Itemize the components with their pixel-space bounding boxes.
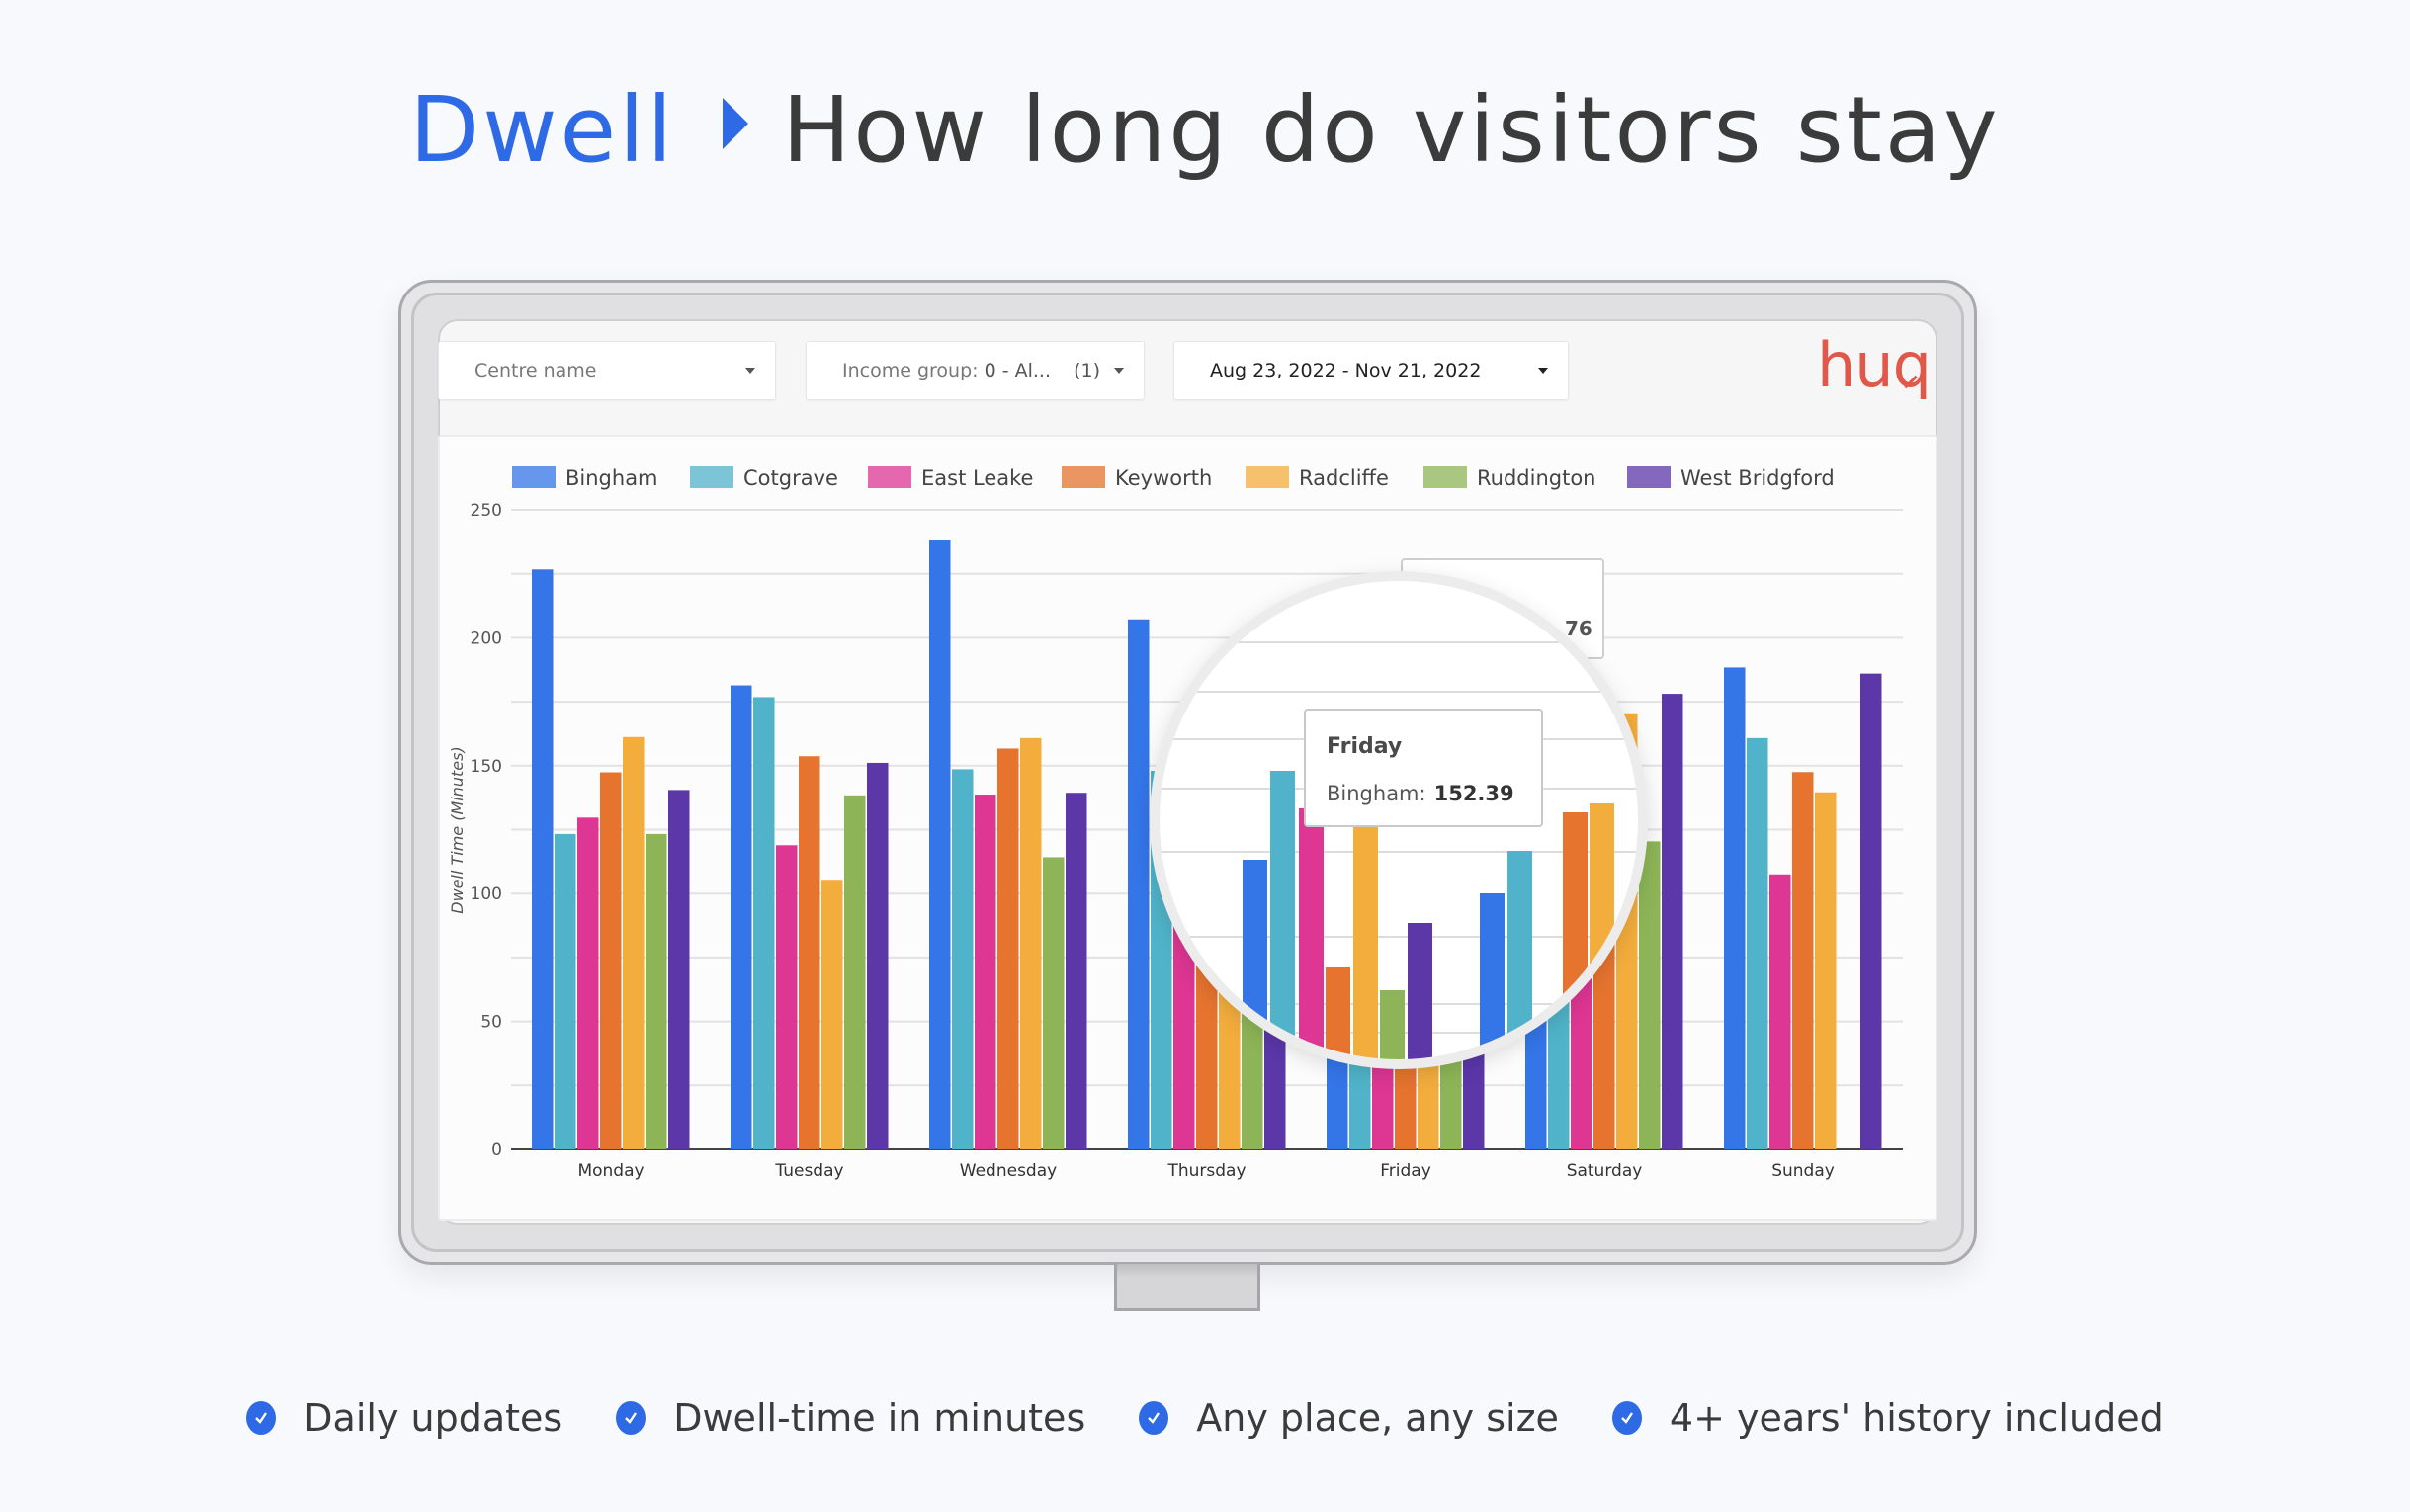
check-circle-icon (616, 1401, 646, 1435)
income-group-dropdown[interactable]: Income group: 0 - Al... (1) (806, 341, 1145, 400)
caret-right-icon (723, 98, 749, 149)
date-range-dropdown[interactable]: Aug 23, 2022 - Nov 21, 2022 (1173, 341, 1569, 400)
headline-title: How long do visitors stay (782, 77, 2001, 183)
feature-label: 4+ years' history included (1669, 1396, 2164, 1440)
feature-list: Daily updates Dwell-time in minutes Any … (0, 1393, 2410, 1443)
feature-item: Dwell-time in minutes (616, 1396, 1085, 1440)
income-group-value: 0 - Al... (984, 360, 1052, 381)
income-group-prefix: Income group: (842, 360, 979, 381)
huq-logo: huq (1817, 329, 1932, 401)
check-circle-icon (246, 1401, 277, 1435)
date-range-label: Aug 23, 2022 - Nov 21, 2022 (1210, 360, 1482, 381)
chevron-down-icon (1114, 368, 1124, 374)
feature-item: 4+ years' history included (1611, 1396, 2164, 1440)
page-headline: Dwell How long do visitors stay (0, 77, 2410, 183)
chevron-down-icon (1538, 368, 1548, 374)
feature-label: Dwell-time in minutes (673, 1396, 1086, 1440)
check-circle-icon (1139, 1401, 1169, 1435)
feature-label: Daily updates (303, 1396, 563, 1440)
chart-card (438, 435, 1937, 1221)
centre-name-label: Centre name (474, 360, 597, 381)
feature-item: Any place, any size (1139, 1396, 1559, 1440)
centre-name-dropdown[interactable]: Centre name (438, 341, 776, 400)
headline-brand: Dwell (409, 77, 676, 183)
check-circle-icon (1611, 1401, 1642, 1435)
feature-label: Any place, any size (1196, 1396, 1559, 1440)
income-group-count: (1) (1074, 360, 1100, 381)
chevron-down-icon (745, 368, 755, 374)
monitor-stand (1114, 1264, 1260, 1311)
income-group-label: Income group: 0 - Al... (842, 360, 1074, 381)
feature-item: Daily updates (246, 1396, 562, 1440)
